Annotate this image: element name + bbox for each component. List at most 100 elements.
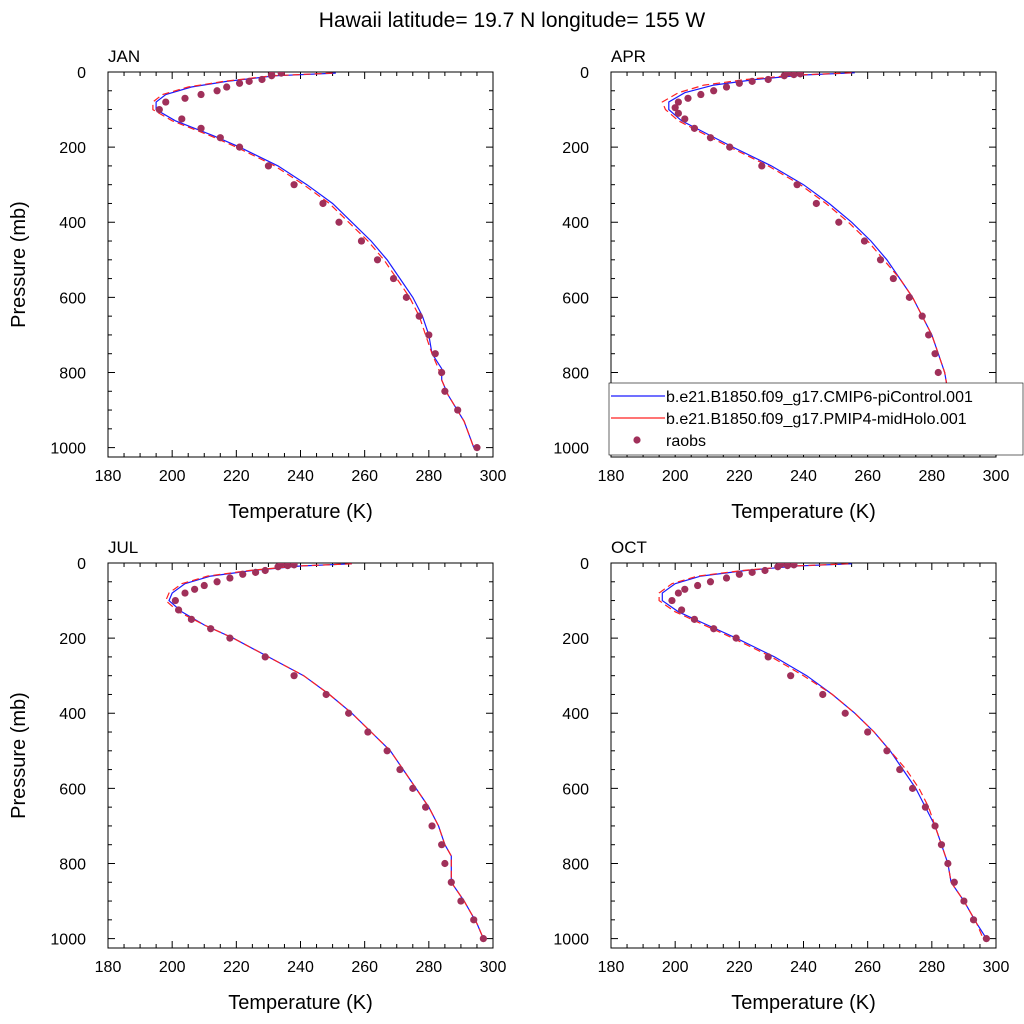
raobs-point [383, 747, 391, 755]
raobs-point [764, 75, 772, 84]
panel-title: APR [611, 47, 646, 66]
raobs-point [258, 75, 266, 84]
x-tick-label: 220 [223, 959, 250, 976]
x-tick-label: 280 [918, 468, 945, 485]
raobs-point [178, 115, 186, 123]
raobs-point [155, 105, 163, 114]
series-group [658, 563, 990, 943]
x-tick-label: 260 [854, 468, 881, 485]
y-tick-label: 400 [562, 706, 589, 723]
raobs-point [174, 606, 183, 614]
y-tick-label: 800 [59, 365, 86, 382]
raobs-point [780, 72, 788, 80]
raobs-point [290, 672, 298, 680]
raobs-point [402, 293, 410, 301]
raobs-point [239, 570, 247, 578]
x-tick-label: 240 [287, 468, 314, 485]
y-tick-label: 800 [562, 856, 589, 873]
raobs-point [690, 615, 699, 623]
y-tick-label: 200 [562, 631, 589, 648]
panel-title: JUL [108, 538, 138, 557]
raobs-point [171, 596, 179, 605]
raobs-point [187, 615, 196, 623]
raobs-point [783, 563, 792, 570]
raobs-point [944, 859, 952, 868]
raobs-point [982, 935, 990, 943]
x-axis-label: Temperature (K) [228, 501, 373, 523]
raobs-point [835, 218, 843, 226]
y-tick-label: 600 [59, 781, 86, 798]
raobs-point [761, 566, 769, 575]
raobs-point [690, 124, 699, 132]
y-tick-label: 0 [77, 65, 86, 82]
legend: b.e21.B1850.f09_g17.CMIP6-piControl.001b… [608, 382, 1024, 456]
y-tick-label: 1000 [50, 932, 86, 949]
x-tick-label: 260 [351, 959, 378, 976]
raobs-point [197, 124, 205, 132]
raobs-point [787, 672, 795, 680]
raobs-point [681, 115, 689, 123]
panel-jul: 180 200 220 240 260 280 300 0 200 400 600 800 1000 Te… [8, 538, 506, 1014]
raobs-point [245, 77, 253, 85]
raobs-point [937, 841, 946, 849]
raobs-point [290, 563, 298, 569]
raobs-point [181, 94, 189, 102]
raobs-point [457, 897, 465, 905]
raobs-point [200, 581, 208, 590]
raobs-point [710, 87, 718, 95]
plot-frame [107, 71, 494, 458]
raobs-point [726, 143, 734, 151]
y-axis-label: Pressure (mb) [8, 201, 30, 328]
raobs-point [235, 79, 244, 87]
raobs-point [284, 563, 292, 570]
raobs-point [774, 563, 782, 571]
x-tick-label: 260 [351, 468, 378, 485]
raobs-point [322, 690, 330, 699]
raobs-point [681, 585, 689, 593]
raobs-point [261, 566, 269, 575]
y-tick-label: 600 [562, 781, 589, 798]
raobs-point [441, 859, 449, 868]
raobs-point [162, 98, 170, 106]
raobs-point [864, 728, 872, 736]
y-axis-label: Pressure (mb) [8, 692, 30, 819]
raobs-point [438, 841, 446, 849]
series-group [165, 563, 487, 943]
x-tick-label: 300 [983, 959, 1010, 976]
x-axis-label: Temperature (K) [731, 501, 876, 523]
raobs-point [671, 104, 679, 112]
raobs-point [226, 634, 234, 642]
y-tick-label: 400 [562, 215, 589, 232]
x-tick-label: 280 [415, 959, 442, 976]
x-tick-label: 240 [790, 468, 817, 485]
raobs-point [268, 72, 276, 80]
panel-title: OCT [611, 538, 647, 557]
raobs-point [960, 897, 968, 905]
raobs-point [415, 312, 423, 320]
cmip6-line [155, 72, 475, 448]
x-tick-label: 200 [662, 959, 689, 976]
raobs-point [921, 803, 930, 811]
raobs-point [454, 406, 462, 414]
raobs-point [226, 574, 234, 582]
raobs-point [470, 916, 478, 924]
raobs-point [674, 589, 682, 597]
raobs-point [889, 274, 897, 283]
raobs-point [931, 350, 939, 358]
x-tick-label: 240 [287, 959, 314, 976]
raobs-point [441, 387, 449, 395]
x-axis-label: Temperature (K) [228, 992, 373, 1014]
x-tick-label: 200 [662, 468, 689, 485]
y-tick-label: 600 [562, 290, 589, 307]
raobs-point [748, 568, 756, 576]
raobs-point [793, 181, 801, 189]
y-tick-label: 0 [580, 65, 589, 82]
raobs-point [841, 709, 849, 717]
y-tick-label: 400 [59, 706, 86, 723]
x-tick-label: 300 [480, 959, 507, 976]
raobs-point [213, 578, 221, 586]
raobs-point [197, 90, 205, 99]
x-tick-label: 220 [726, 959, 753, 976]
raobs-point [235, 143, 244, 151]
raobs-point [207, 625, 215, 633]
